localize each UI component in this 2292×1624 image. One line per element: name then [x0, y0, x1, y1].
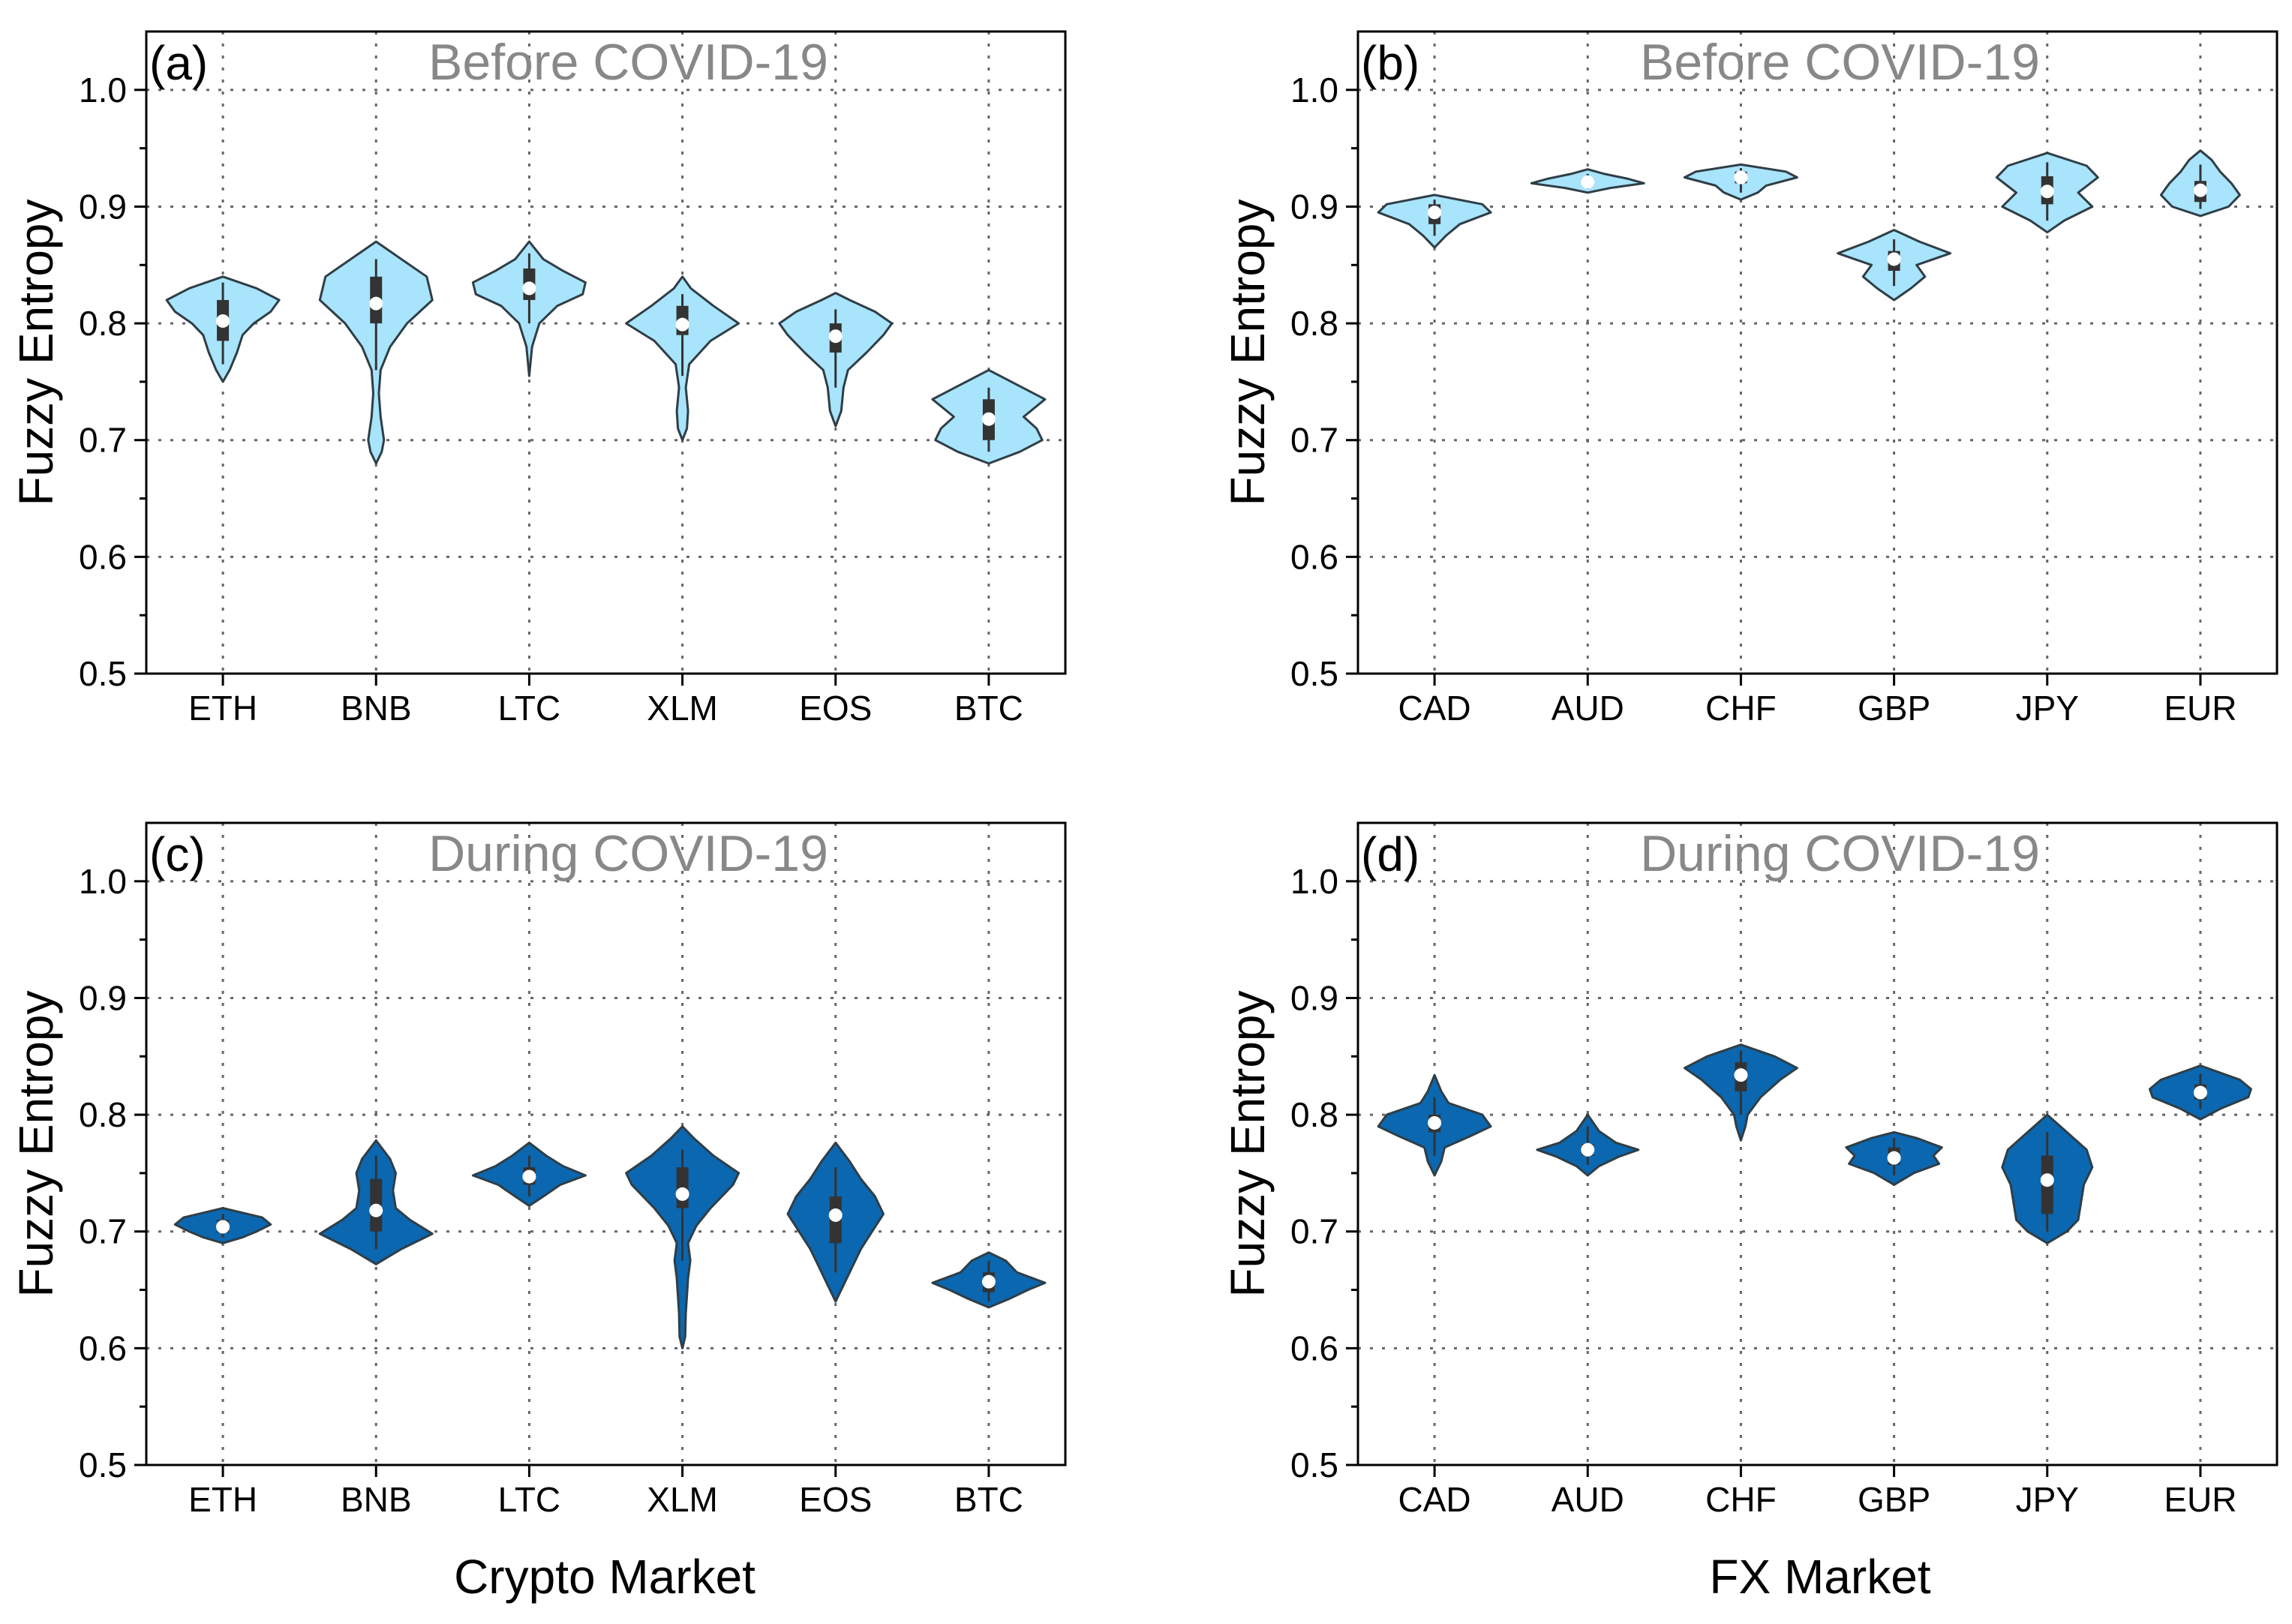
x-tick-label-eth: ETH	[188, 1480, 257, 1519]
y-tick-label: 0.9	[1290, 187, 1338, 226]
y-tick-label: 0.5	[1290, 1445, 1338, 1484]
y-tick-label: 0.8	[1290, 1095, 1338, 1134]
panel-title: During COVID-19	[428, 825, 828, 882]
y-tick-label: 1.0	[1290, 71, 1338, 110]
y-tick-label: 0.9	[1290, 978, 1338, 1017]
panel-title: Before COVID-19	[428, 34, 828, 91]
median-dot-xlm	[675, 1187, 689, 1201]
plot-frame	[1356, 30, 2278, 675]
y-tick-label: 0.7	[79, 421, 127, 460]
x-tick-label-bnb: BNB	[341, 689, 412, 728]
x-tick-label-aud: AUD	[1552, 1480, 1624, 1519]
y-tick-label: 0.5	[79, 654, 127, 693]
plot-frame	[1356, 821, 2278, 1466]
median-dot-gbp	[1887, 252, 1901, 266]
x-tick-label-jpy: JPY	[2016, 689, 2079, 728]
median-dot-btc	[981, 412, 996, 426]
y-axis-label: Fuzzy Entropy	[1221, 990, 1275, 1297]
x-tick-label-ltc: LTC	[498, 689, 561, 728]
median-dot-aud	[1581, 175, 1595, 189]
x-tick-label-eos: EOS	[799, 1480, 872, 1519]
panel-label: (a)	[149, 36, 208, 90]
chart-panel-2: 0.5 0.6 0.7 0.8 0.9 1.0 CAD AUD CHF GBP JPY EUR (b) B…	[1221, 30, 2278, 728]
y-tick-label: 0.5	[1290, 654, 1338, 693]
y-tick-label: 0.6	[79, 1328, 127, 1367]
panel-title: Before COVID-19	[1640, 34, 2040, 91]
y-axis-label: Fuzzy Entropy	[9, 990, 63, 1297]
panel-title: During COVID-19	[1640, 825, 2040, 882]
y-tick-label: 0.7	[1290, 1212, 1338, 1251]
median-dot-btc	[981, 1274, 996, 1289]
x-tick-label-chf: CHF	[1705, 1480, 1777, 1519]
y-tick-label: 1.0	[79, 71, 127, 110]
x-tick-label-xlm: XLM	[647, 689, 718, 728]
x-tick-label-eur: EUR	[2164, 689, 2236, 728]
y-tick-label: 0.6	[1290, 1328, 1338, 1367]
x-tick-label-jpy: JPY	[2016, 1480, 2079, 1519]
median-dot-aud	[1581, 1142, 1595, 1157]
median-dot-bnb	[369, 296, 383, 311]
crypto-market-xlabel: Crypto Market	[454, 1550, 755, 1604]
panel-label: (d)	[1361, 827, 1419, 881]
median-dot-cad	[1428, 206, 1442, 220]
y-tick-label: 0.7	[1290, 421, 1338, 460]
y-tick-label: 0.6	[79, 537, 127, 576]
y-tick-label: 0.8	[1290, 304, 1338, 343]
median-dot-chf	[1734, 1068, 1748, 1082]
chart-panel-3: 0.5 0.6 0.7 0.8 0.9 1.0 ETH BNB LTC XLM EOS BTC (c) D…	[9, 821, 1067, 1519]
y-tick-label: 1.0	[79, 862, 127, 901]
x-tick-label-eth: ETH	[188, 689, 257, 728]
x-tick-label-chf: CHF	[1705, 689, 1777, 728]
median-dot-eth	[216, 1220, 230, 1234]
x-tick-label-cad: CAD	[1398, 1480, 1471, 1519]
plot-frame	[145, 30, 1067, 675]
y-axis-label: Fuzzy Entropy	[1221, 199, 1275, 506]
y-axis-label: Fuzzy Entropy	[9, 199, 63, 506]
y-tick-label: 0.9	[79, 187, 127, 226]
panel-label: (b)	[1361, 36, 1419, 90]
median-dot-eos	[828, 329, 843, 344]
x-tick-label-gbp: GBP	[1858, 689, 1930, 728]
x-tick-label-btc: BTC	[954, 689, 1023, 728]
median-dot-chf	[1734, 170, 1748, 185]
y-tick-label: 0.6	[1290, 537, 1338, 576]
y-tick-label: 0.8	[79, 1095, 127, 1134]
x-tick-label-gbp: GBP	[1858, 1480, 1930, 1519]
y-tick-label: 1.0	[1290, 862, 1338, 901]
fx-market-xlabel: FX Market	[1709, 1550, 1931, 1604]
x-tick-label-eur: EUR	[2164, 1480, 2236, 1519]
y-tick-label: 0.8	[79, 304, 127, 343]
chart-panel-1: 0.5 0.6 0.7 0.8 0.9 1.0 ETH BNB LTC XLM EOS BTC (a) B…	[9, 30, 1067, 728]
y-tick-label: 0.9	[79, 978, 127, 1017]
x-tick-label-ltc: LTC	[498, 1480, 561, 1519]
x-tick-label-bnb: BNB	[341, 1480, 412, 1519]
y-tick-label: 0.7	[79, 1212, 127, 1251]
x-tick-label-cad: CAD	[1398, 689, 1471, 728]
median-dot-gbp	[1887, 1151, 1901, 1165]
median-dot-cad	[1428, 1115, 1442, 1130]
median-dot-eth	[216, 314, 230, 328]
median-dot-jpy	[2040, 185, 2054, 199]
x-tick-label-eos: EOS	[799, 689, 872, 728]
median-dot-bnb	[369, 1203, 383, 1217]
chart-panel-4: 0.5 0.6 0.7 0.8 0.9 1.0 CAD AUD CHF GBP JPY EUR (d) D…	[1221, 821, 2278, 1519]
x-tick-label-xlm: XLM	[647, 1480, 718, 1519]
plot-frame	[145, 821, 1067, 1466]
panel-label: (c)	[149, 827, 206, 881]
median-dot-eur	[2193, 183, 2207, 197]
y-tick-label: 0.5	[79, 1445, 127, 1484]
x-tick-label-btc: BTC	[954, 1480, 1023, 1519]
median-dot-eur	[2193, 1085, 2207, 1100]
x-tick-label-aud: AUD	[1552, 689, 1624, 728]
median-dot-ltc	[522, 281, 536, 296]
median-dot-xlm	[675, 317, 689, 332]
median-dot-ltc	[522, 1169, 536, 1184]
median-dot-eos	[828, 1208, 843, 1222]
median-dot-jpy	[2040, 1173, 2054, 1187]
